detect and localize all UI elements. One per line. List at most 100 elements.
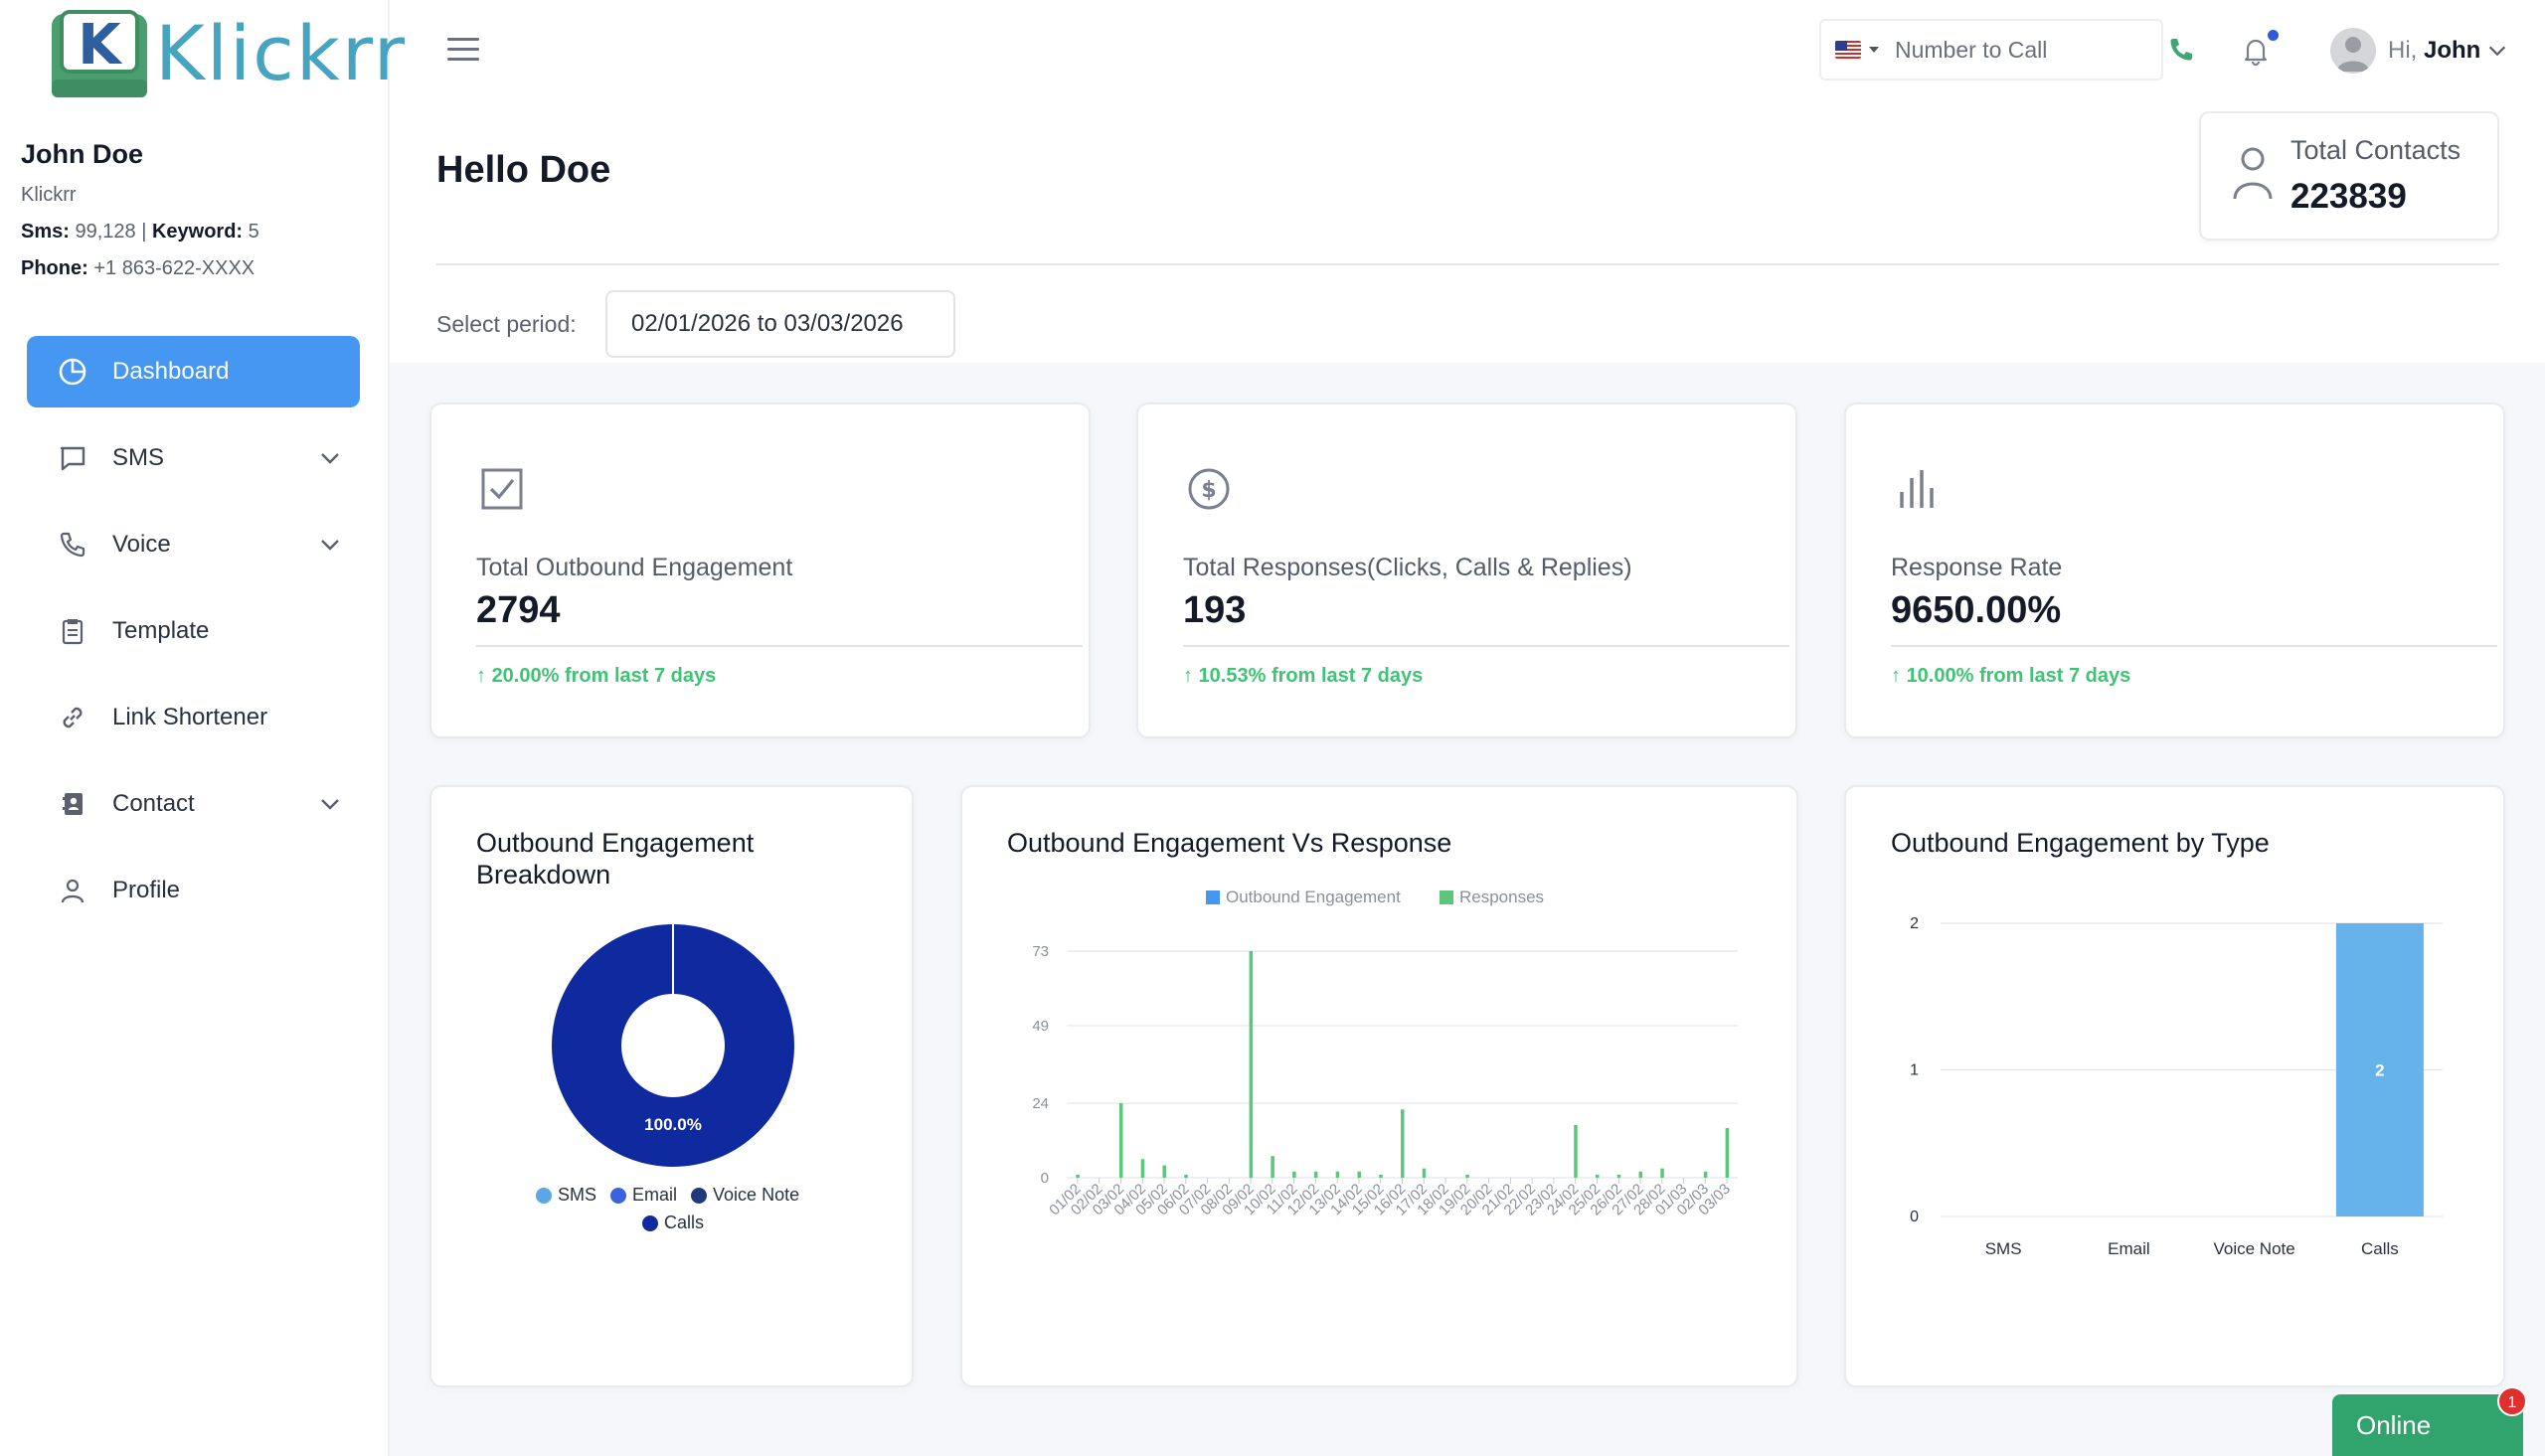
sidebar-item-template[interactable]: Template bbox=[27, 595, 360, 667]
sidebar-item-sms[interactable]: SMS bbox=[27, 422, 360, 494]
brand-logo[interactable]: K Klickrr bbox=[48, 4, 407, 101]
user-summary: John Doe Klickrr Sms: 99,128 | Keyword: … bbox=[21, 139, 259, 294]
sidebar-item-contact[interactable]: Contact bbox=[27, 768, 360, 840]
number-to-call-field bbox=[1819, 19, 2163, 81]
notification-dot bbox=[2268, 30, 2279, 41]
chat-online-button[interactable]: Online bbox=[2332, 1394, 2523, 1456]
bar-responses bbox=[1638, 1171, 1643, 1178]
sms-value: 99,128 bbox=[75, 221, 136, 243]
legend-item-voice-note[interactable]: Voice Note bbox=[691, 1185, 799, 1206]
engagement-by-type-chart: 0 1 2 SMS Email Voice Note 2 Calls bbox=[1910, 915, 2443, 1258]
link-icon bbox=[57, 702, 88, 733]
sidebar-item-link-shortener[interactable]: Link Shortener bbox=[27, 682, 360, 753]
legend-label-1: Responses bbox=[1459, 888, 1544, 906]
x-tick-label: Calls bbox=[2361, 1239, 2399, 1258]
chevron-down-icon bbox=[321, 453, 339, 464]
arrow-up-icon: ↑ bbox=[1891, 665, 1901, 687]
x-tick-label: Voice Note bbox=[2214, 1239, 2295, 1258]
bar-responses bbox=[1401, 1109, 1405, 1178]
phone-icon bbox=[57, 529, 88, 561]
chevron-down-icon bbox=[2489, 46, 2506, 57]
y-tick-label: 1 bbox=[1910, 1062, 1919, 1079]
pie-chart-icon bbox=[57, 356, 88, 388]
engagement-vs-response-chart: Outbound Engagement Responses024497301/02… bbox=[1032, 888, 1738, 1218]
clipboard-icon bbox=[57, 615, 88, 647]
stat-label: Total Responses(Clicks, Calls & Replies) bbox=[1183, 554, 1632, 581]
contact-book-icon bbox=[57, 788, 88, 820]
bar-responses bbox=[1595, 1174, 1600, 1178]
arrow-up-icon: ↑ bbox=[1183, 665, 1193, 687]
donut-chart-card: Outbound Engagement Breakdown 100.0% SMS… bbox=[429, 785, 914, 1387]
bar-responses bbox=[1118, 1103, 1123, 1178]
legend-swatch-0 bbox=[1206, 890, 1220, 904]
legend-item-sms[interactable]: SMS bbox=[536, 1185, 596, 1206]
stat-trend: ↑ 10.53% from last 7 days bbox=[1183, 665, 1424, 687]
phone-value: +1 863-622-XXXX bbox=[93, 257, 255, 279]
bar-responses bbox=[1292, 1171, 1296, 1178]
legend-item-calls[interactable]: Calls bbox=[642, 1213, 704, 1233]
date-range-picker[interactable]: 02/01/2026 to 03/03/2026 bbox=[605, 290, 955, 358]
stat-card-responses: $ Total Responses(Clicks, Calls & Replie… bbox=[1136, 403, 1797, 738]
us-flag-icon[interactable] bbox=[1835, 41, 1861, 59]
sidebar-nav: Dashboard SMS Voice Template L bbox=[27, 336, 360, 941]
chevron-down-icon bbox=[321, 540, 339, 551]
y-tick-label: 73 bbox=[1032, 943, 1049, 960]
total-contacts-label: Total Contacts bbox=[2290, 135, 2461, 165]
dashboard-canvas: Total Outbound Engagement 2794 ↑ 20.00% … bbox=[390, 363, 2545, 1456]
bar-responses bbox=[1574, 1124, 1578, 1178]
total-contacts-card: Total Contacts 223839 bbox=[2199, 111, 2499, 241]
bar-responses bbox=[1140, 1159, 1145, 1178]
svg-text:$: $ bbox=[1201, 478, 1216, 503]
chevron-down-icon bbox=[321, 799, 339, 810]
sidebar-item-profile[interactable]: Profile bbox=[27, 855, 360, 926]
bar-responses bbox=[1249, 951, 1254, 1178]
bar-calls bbox=[2335, 923, 2424, 1216]
user-org: Klickrr bbox=[21, 184, 77, 206]
y-tick-label: 2 bbox=[1910, 915, 1919, 932]
donut-data-label: 100.0% bbox=[644, 1115, 702, 1134]
y-tick-label: 24 bbox=[1032, 1095, 1049, 1112]
sidebar-item-voice[interactable]: Voice bbox=[27, 509, 360, 580]
stat-card-outbound: Total Outbound Engagement 2794 ↑ 20.00% … bbox=[429, 403, 1091, 738]
greeting-prefix: Hi, bbox=[2388, 37, 2418, 64]
stat-value: 9650.00% bbox=[1891, 589, 2062, 631]
account-menu[interactable]: Hi, John bbox=[2330, 26, 2508, 76]
chat-badge: 1 bbox=[2497, 1386, 2527, 1416]
user-phone: Phone: +1 863-622-XXXX bbox=[21, 257, 259, 280]
sidebar-item-label: Template bbox=[112, 617, 210, 644]
header-divider bbox=[436, 263, 2499, 265]
message-icon bbox=[57, 442, 88, 474]
arrow-up-icon: ↑ bbox=[476, 665, 486, 687]
bar-responses bbox=[1465, 1174, 1469, 1178]
sidebar-item-label: Voice bbox=[112, 531, 171, 558]
chart-title: Outbound Engagement Breakdown bbox=[476, 828, 755, 890]
sidebar-item-label: Contact bbox=[112, 790, 195, 817]
user-name: John Doe bbox=[21, 139, 144, 169]
sms-label: Sms: bbox=[21, 221, 70, 243]
country-caret-icon[interactable] bbox=[1869, 47, 1879, 53]
greeting-name: John bbox=[2424, 37, 2481, 64]
user-credits: Sms: 99,128 | Keyword: 5 bbox=[21, 221, 259, 243]
donut-chart: 100.0% bbox=[552, 924, 794, 1167]
bar-responses bbox=[1725, 1128, 1730, 1178]
number-to-call-input[interactable] bbox=[1895, 36, 2133, 64]
stat-card-response-rate: Response Rate 9650.00% ↑ 10.00% from las… bbox=[1844, 403, 2505, 738]
call-phone-icon[interactable] bbox=[2167, 36, 2195, 64]
y-tick-label: 0 bbox=[1910, 1209, 1919, 1225]
dollar-circle-icon: $ bbox=[1188, 468, 1230, 510]
x-tick-label: SMS bbox=[1985, 1239, 2022, 1258]
bar-responses bbox=[1379, 1174, 1383, 1178]
checkbox-icon bbox=[481, 468, 523, 510]
bar-responses bbox=[1313, 1171, 1318, 1178]
bar-responses bbox=[1271, 1156, 1274, 1178]
avatar bbox=[2330, 28, 2376, 74]
sidebar-item-dashboard[interactable]: Dashboard bbox=[27, 336, 360, 407]
person-icon bbox=[2233, 147, 2273, 200]
bar-responses bbox=[1357, 1171, 1361, 1178]
bar-responses bbox=[1616, 1174, 1621, 1178]
legend-item-email[interactable]: Email bbox=[610, 1185, 677, 1206]
hamburger-menu-icon[interactable] bbox=[447, 38, 479, 66]
notification-bell-icon[interactable] bbox=[2239, 34, 2273, 68]
svg-text:K: K bbox=[78, 13, 123, 78]
bar-responses bbox=[1703, 1171, 1708, 1178]
